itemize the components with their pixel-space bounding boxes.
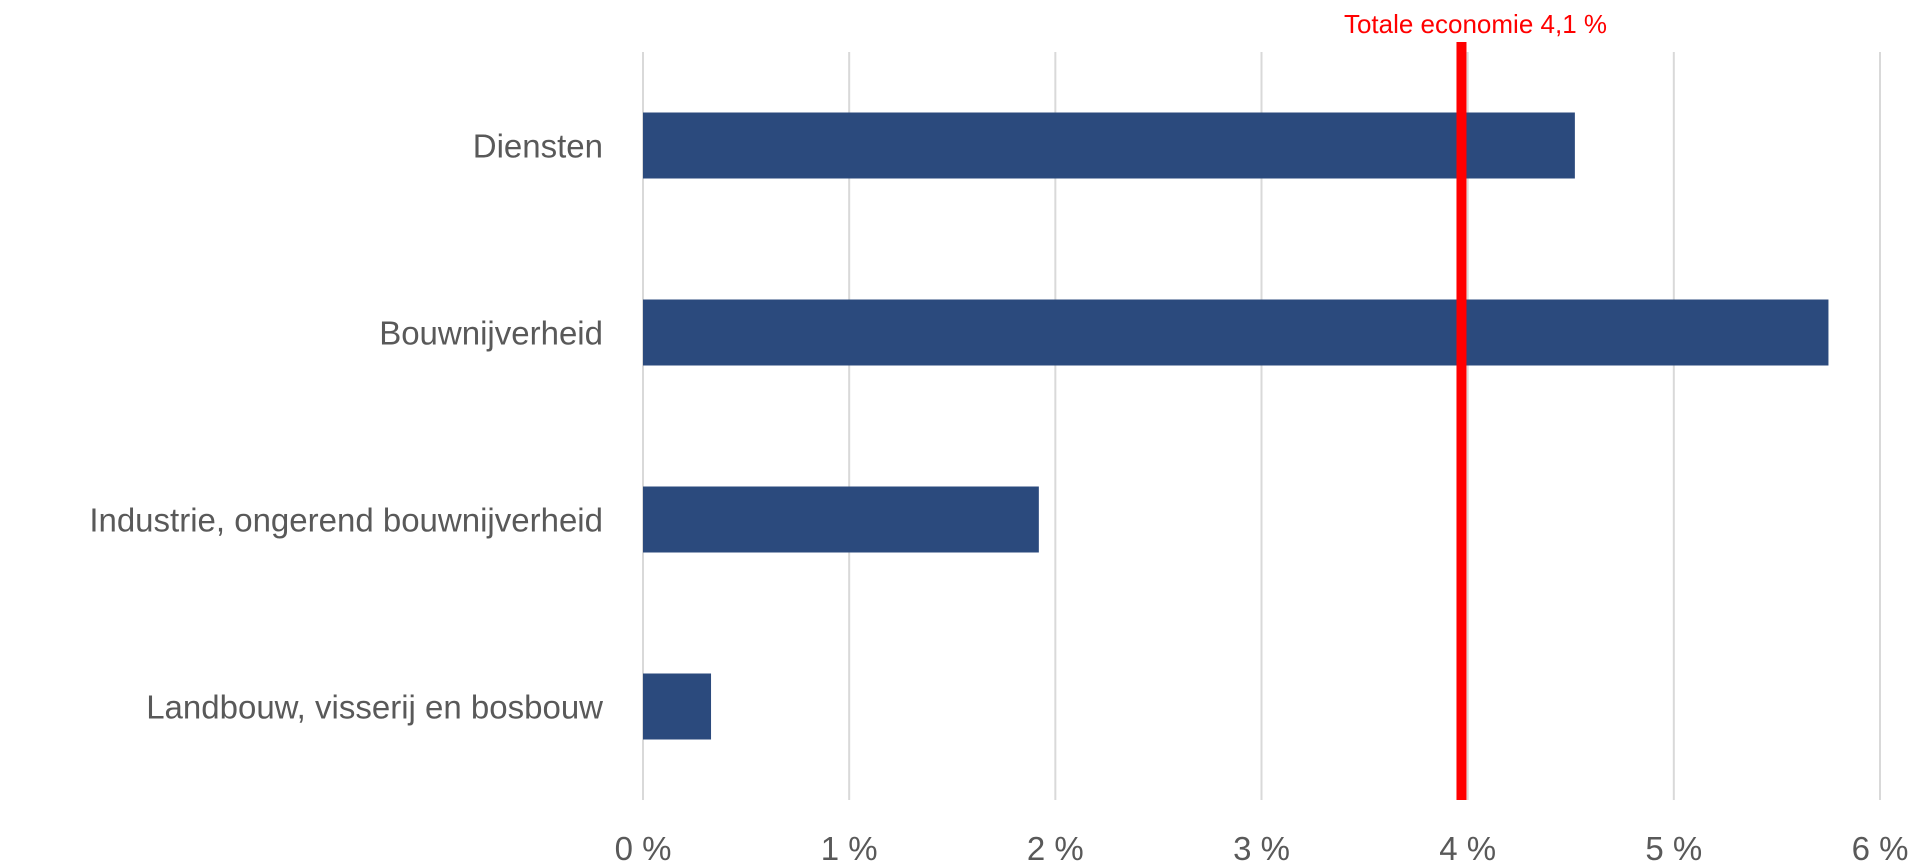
category-label: Industrie, ongerend bouwnijverheid xyxy=(89,502,603,539)
x-tick-label: 2 % xyxy=(1027,830,1084,865)
reference-line-layer: Totale economie 4,1 % xyxy=(1344,9,1607,800)
x-tick-label: 3 % xyxy=(1233,830,1290,865)
x-tick-label: 5 % xyxy=(1645,830,1702,865)
category-label-layer: Diensten Bouwnijverheid Industrie, ongeren… xyxy=(89,128,603,726)
category-label: Landbouw, visserij en bosbouw xyxy=(146,689,603,726)
x-tick-label: 1 % xyxy=(821,830,878,865)
x-tick-label: 6 % xyxy=(1852,830,1909,865)
category-label: Diensten xyxy=(473,128,603,165)
tick-label-layer: 0 % 1 % 2 % 3 % 4 % 5 % 6 % xyxy=(615,830,1909,865)
bar xyxy=(643,112,1575,179)
category-label: Bouwnijverheid xyxy=(379,315,603,352)
bar xyxy=(643,486,1039,553)
x-tick-label: 0 % xyxy=(615,830,672,865)
bar xyxy=(643,673,712,740)
x-tick-label: 4 % xyxy=(1439,830,1496,865)
bar xyxy=(643,299,1829,366)
bar-layer xyxy=(643,112,1829,740)
reference-line-label: Totale economie 4,1 % xyxy=(1344,9,1607,39)
